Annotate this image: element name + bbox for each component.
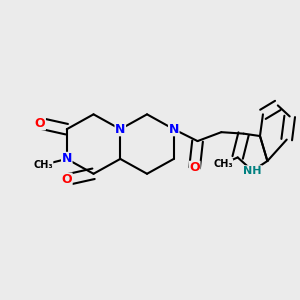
Text: N: N	[115, 123, 125, 136]
Text: NH: NH	[243, 166, 262, 176]
Text: N: N	[169, 123, 179, 136]
Text: N: N	[61, 152, 72, 165]
Text: O: O	[61, 173, 72, 186]
Text: O: O	[189, 161, 200, 174]
Text: CH₃: CH₃	[213, 159, 233, 169]
Text: CH₃: CH₃	[33, 160, 53, 170]
Text: O: O	[35, 117, 45, 130]
